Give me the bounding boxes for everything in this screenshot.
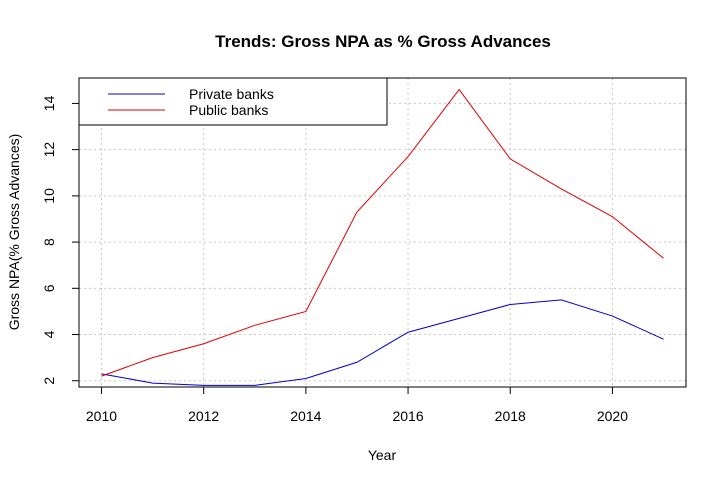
x-tick-label: 2016 <box>392 408 423 424</box>
y-tick-label: 8 <box>41 238 57 246</box>
legend-label-public: Public banks <box>189 102 268 118</box>
legend-label-private: Private banks <box>189 86 274 102</box>
x-tick-label: 2014 <box>290 408 321 424</box>
y-tick-label: 12 <box>41 142 57 158</box>
y-axis: 2 4 6 8 10 12 14 <box>41 95 80 385</box>
x-tick-label: 2020 <box>597 408 628 424</box>
x-tick-label: 2018 <box>495 408 526 424</box>
y-tick-label: 6 <box>41 284 57 292</box>
x-axis: 2010 2012 2014 2016 2018 2020 <box>86 386 628 424</box>
chart-title: Trends: Gross NPA as % Gross Advances <box>215 32 551 51</box>
y-tick-label: 14 <box>41 95 57 111</box>
legend: Private banks Public banks <box>78 77 388 126</box>
y-tick-label: 10 <box>41 188 57 204</box>
series-line-private <box>101 299 664 386</box>
y-tick-label: 4 <box>41 330 57 338</box>
x-tick-label: 2010 <box>86 408 117 424</box>
y-tick-label: 2 <box>41 377 57 385</box>
x-tick-label: 2012 <box>188 408 219 424</box>
legend-box <box>78 77 388 126</box>
series-line-public <box>101 88 664 377</box>
y-axis-label: Gross NPA(% Gross Advances) <box>6 134 22 331</box>
x-axis-label: Year <box>368 447 397 463</box>
series-lines <box>101 88 664 386</box>
